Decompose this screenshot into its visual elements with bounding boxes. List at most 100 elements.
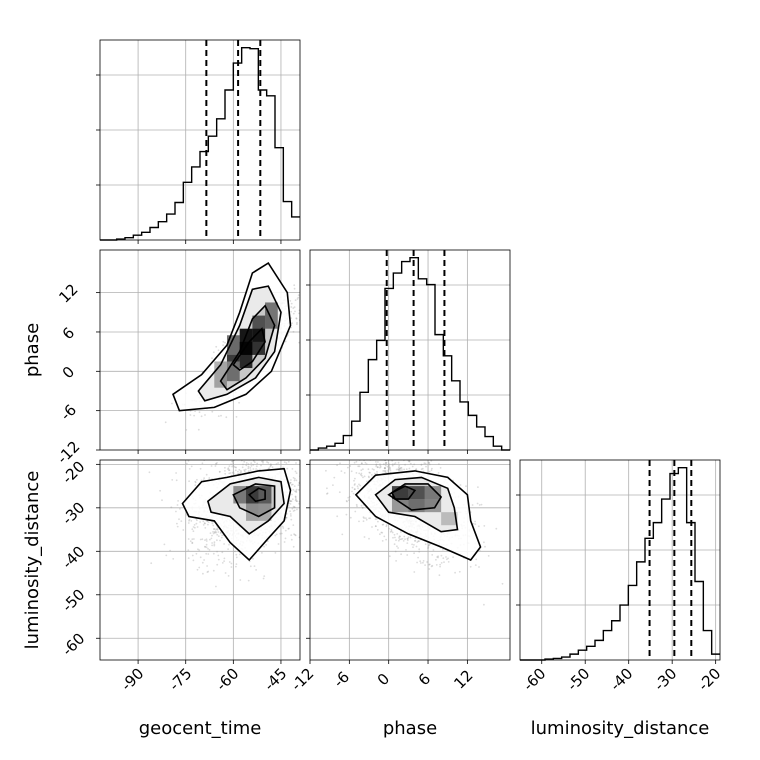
panel-frame	[99, 459, 301, 661]
panel-frame	[99, 249, 301, 451]
scatter-point	[307, 503, 309, 505]
scatter-point	[383, 469, 386, 472]
scatter-point	[201, 561, 204, 564]
scatter-point	[227, 467, 230, 469]
scatter-point	[389, 469, 392, 472]
scatter-point	[262, 454, 264, 456]
scatter-point	[250, 465, 253, 467]
scatter-point	[365, 518, 368, 521]
scatter-point	[247, 463, 250, 466]
scatter-point	[360, 474, 363, 477]
scatter-point	[249, 565, 252, 568]
scatter-point	[483, 603, 485, 606]
panel-frame	[519, 459, 721, 661]
scatter-point	[216, 550, 219, 553]
scatter-point	[292, 505, 295, 508]
scatter-point	[459, 484, 462, 486]
scatter-point	[205, 457, 207, 459]
scatter-point	[355, 472, 358, 474]
contour-line	[232, 327, 266, 371]
scatter-point	[206, 565, 209, 567]
scatter-point	[333, 476, 336, 479]
scatter-point	[360, 438, 362, 440]
scatter-point	[471, 504, 474, 506]
scatter-point	[189, 414, 192, 416]
scatter-point	[400, 467, 403, 469]
scatter-point	[422, 560, 425, 562]
panel-frame	[309, 459, 511, 661]
scatter-point	[202, 520, 205, 523]
contour-line	[197, 285, 282, 402]
scatter-point	[292, 312, 295, 315]
scatter-point	[428, 563, 431, 566]
scatter-point	[414, 540, 416, 542]
scatter-point	[285, 516, 288, 519]
scatter-point	[264, 441, 266, 443]
scatter-point	[185, 429, 188, 431]
scatter-point	[291, 468, 294, 470]
scatter-point	[425, 465, 427, 468]
scatter-point	[320, 486, 322, 488]
scatter-point	[161, 499, 163, 502]
scatter-point	[323, 506, 325, 508]
scatter-point	[199, 467, 202, 470]
scatter-point	[392, 454, 394, 456]
scatter-point	[398, 467, 401, 470]
scatter-point	[297, 294, 300, 296]
contour-line	[354, 470, 482, 561]
scatter-point	[230, 452, 232, 454]
scatter-point	[242, 463, 244, 466]
scatter-point	[283, 541, 286, 543]
scatter-point	[406, 539, 409, 542]
scatter-point	[204, 545, 206, 548]
scatter-point	[368, 537, 370, 540]
scatter-point	[252, 460, 255, 462]
scatter-point	[202, 524, 205, 526]
scatter-point	[281, 525, 284, 528]
scatter-point	[223, 543, 226, 545]
contour-line	[232, 483, 276, 518]
scatter-point	[452, 556, 454, 558]
scatter-point	[363, 536, 366, 538]
scatter-point	[375, 464, 378, 466]
scatter-point	[292, 307, 295, 309]
scatter-point	[378, 431, 380, 433]
scatter-point	[257, 446, 259, 448]
scatter-point	[163, 543, 166, 546]
scatter-point	[294, 499, 297, 502]
scatter-point	[280, 532, 283, 535]
scatter-point	[353, 461, 356, 464]
scatter-point	[306, 315, 308, 317]
tick-label-ld-neg60: -60	[58, 629, 88, 659]
scatter-point	[357, 451, 359, 453]
scatter-point	[400, 531, 402, 533]
scatter-point	[289, 503, 292, 505]
scatter-point	[213, 543, 216, 545]
scatter-point	[182, 529, 185, 531]
scatter-point	[209, 538, 211, 541]
scatter-point	[366, 458, 368, 460]
scatter-point	[294, 496, 297, 498]
scatter-point	[358, 483, 360, 486]
scatter-point	[294, 299, 297, 302]
scatter-point	[418, 540, 420, 543]
scatter-point	[212, 351, 215, 354]
scatter-point	[446, 558, 448, 561]
scatter-point	[394, 550, 397, 553]
scatter-point	[480, 503, 483, 506]
scatter-point	[416, 541, 419, 543]
scatter-point	[375, 463, 378, 466]
scatter-point	[383, 439, 385, 441]
scatter-point	[293, 284, 296, 287]
scatter-point	[204, 414, 206, 416]
scatter-point	[365, 517, 367, 519]
scatter-point	[203, 477, 206, 479]
scatter-point	[384, 464, 387, 467]
scatter-point	[386, 465, 389, 468]
scatter-point	[269, 463, 272, 466]
scatter-point	[355, 503, 358, 506]
scatter-point	[385, 525, 388, 528]
scatter-point	[212, 532, 215, 535]
scatter-point	[289, 482, 292, 484]
scatter-point	[316, 488, 318, 490]
